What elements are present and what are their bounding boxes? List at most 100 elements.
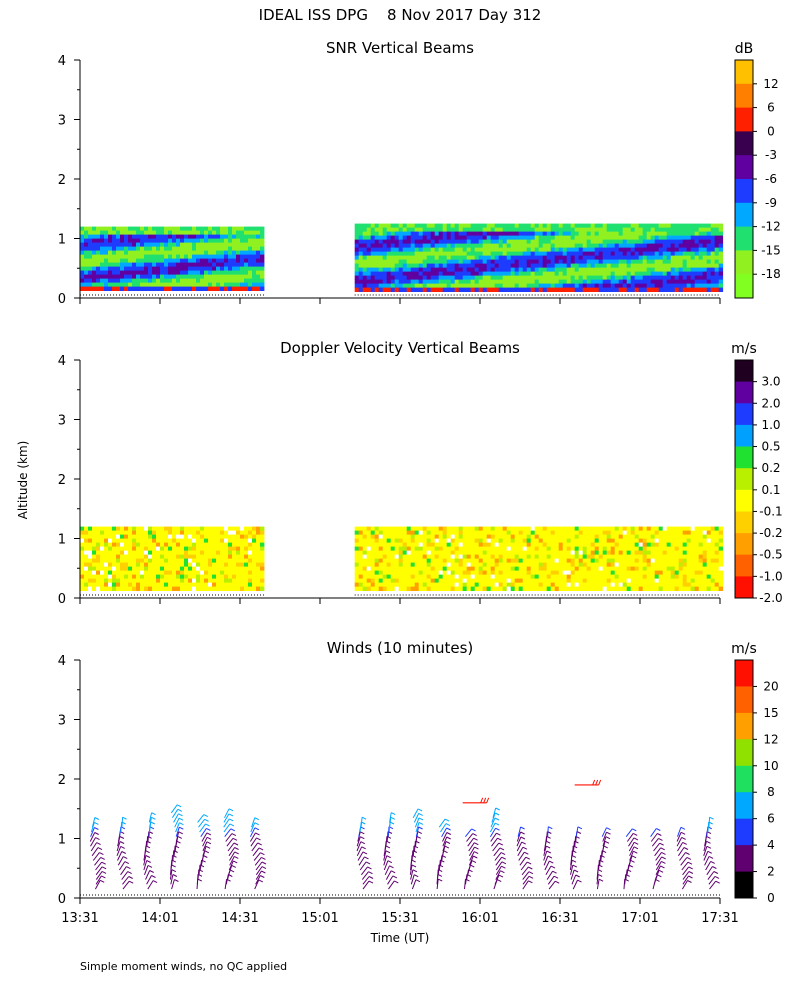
heatmap-cell xyxy=(96,274,101,279)
heatmap-cell xyxy=(606,554,612,559)
heatmap-cell xyxy=(482,283,488,288)
wind-barb-flag xyxy=(254,817,260,821)
heatmap-cell xyxy=(614,562,620,567)
heatmap-cell xyxy=(450,271,456,276)
heatmap-cell xyxy=(702,287,708,292)
heatmap-cell xyxy=(554,263,560,268)
heatmap-cell xyxy=(670,287,676,292)
heatmap-cell xyxy=(100,542,105,547)
heatmap-cell xyxy=(610,562,616,567)
heatmap-cell xyxy=(116,278,121,283)
heatmap-cell xyxy=(208,578,213,583)
heatmap-cell xyxy=(256,226,261,231)
heatmap-cell xyxy=(598,287,604,292)
heatmap-cell xyxy=(84,270,89,275)
heatmap-cell xyxy=(132,574,137,579)
heatmap-cell xyxy=(204,246,209,251)
heatmap-cell xyxy=(658,251,664,256)
heatmap-cell xyxy=(646,279,652,284)
heatmap-cell xyxy=(406,223,412,228)
heatmap-cell xyxy=(598,574,604,579)
heatmap-cell xyxy=(168,226,173,231)
heatmap-cell xyxy=(678,263,684,268)
heatmap-cell xyxy=(466,243,472,248)
heatmap-cell xyxy=(574,554,580,559)
heatmap-cell xyxy=(354,566,360,571)
heatmap-cell xyxy=(410,538,416,543)
heatmap-cell xyxy=(458,578,464,583)
heatmap-cell xyxy=(578,546,584,551)
heatmap-cell xyxy=(610,275,616,280)
heatmap-cell xyxy=(634,566,640,571)
heatmap-cell xyxy=(354,275,360,280)
heatmap-cell xyxy=(140,566,145,571)
heatmap-cell xyxy=(558,570,564,575)
heatmap-cell xyxy=(702,574,708,579)
heatmap-cell xyxy=(152,562,157,567)
heatmap-cell xyxy=(506,287,512,292)
heatmap-cell xyxy=(216,238,221,243)
figure-title: IDEAL ISS DPG 8 Nov 2017 Day 312 xyxy=(259,6,542,24)
heatmap-cell xyxy=(694,570,700,575)
heatmap-cell xyxy=(92,530,97,535)
heatmap-cell xyxy=(220,546,225,551)
heatmap-cell xyxy=(208,278,213,283)
heatmap-cell xyxy=(116,246,121,251)
heatmap-cell xyxy=(180,286,185,291)
heatmap-cell xyxy=(494,558,500,563)
heatmap-cell xyxy=(494,538,500,543)
heatmap-cell xyxy=(192,270,197,275)
heatmap-cell xyxy=(550,275,556,280)
wind-barb xyxy=(250,822,256,833)
heatmap-cell xyxy=(682,267,688,272)
heatmap-cell xyxy=(104,574,109,579)
heatmap-cell xyxy=(614,275,620,280)
heatmap-cell xyxy=(244,546,249,551)
heatmap-cell xyxy=(638,279,644,284)
heatmap-cell xyxy=(626,530,632,535)
heatmap-cell xyxy=(714,546,720,551)
heatmap-cell xyxy=(710,566,716,571)
heatmap-cell xyxy=(694,283,700,288)
heatmap-cell xyxy=(224,270,229,275)
heatmap-cell xyxy=(160,566,165,571)
heatmap-cell xyxy=(354,570,360,575)
heatmap-cell xyxy=(454,263,460,268)
heatmap-cell xyxy=(148,262,153,267)
heatmap-cell xyxy=(702,271,708,276)
heatmap-cell xyxy=(208,258,213,263)
heatmap-cell xyxy=(240,546,245,551)
heatmap-cell xyxy=(578,542,584,547)
heatmap-cell xyxy=(562,550,568,555)
heatmap-cell xyxy=(430,582,436,587)
heatmap-cell xyxy=(554,239,560,244)
heatmap-cell xyxy=(654,255,660,260)
heatmap-cell xyxy=(706,562,712,567)
heatmap-cell xyxy=(530,239,536,244)
colorbar-tick-label: 0 xyxy=(767,124,775,138)
heatmap-cell xyxy=(104,578,109,583)
heatmap-cell xyxy=(598,263,604,268)
heatmap-cell xyxy=(450,239,456,244)
heatmap-cell xyxy=(252,286,257,291)
heatmap-cell xyxy=(382,271,388,276)
heatmap-cell xyxy=(522,542,528,547)
wind-barb xyxy=(251,817,256,828)
heatmap-cell xyxy=(120,250,125,255)
heatmap-cell xyxy=(180,574,185,579)
heatmap-cell xyxy=(140,562,145,567)
wind-barb-flag xyxy=(390,870,396,874)
heatmap-cell xyxy=(244,562,249,567)
heatmap-cell xyxy=(590,546,596,551)
heatmap-cell xyxy=(458,283,464,288)
heatmap-cell xyxy=(204,226,209,231)
heatmap-cell xyxy=(586,271,592,276)
heatmap-cell xyxy=(140,242,145,247)
heatmap-cell xyxy=(354,538,360,543)
heatmap-cell xyxy=(204,270,209,275)
heatmap-cell xyxy=(642,574,648,579)
heatmap-cell xyxy=(478,538,484,543)
heatmap-cell xyxy=(252,230,257,235)
heatmap-cell xyxy=(442,562,448,567)
heatmap-cell xyxy=(422,562,428,567)
